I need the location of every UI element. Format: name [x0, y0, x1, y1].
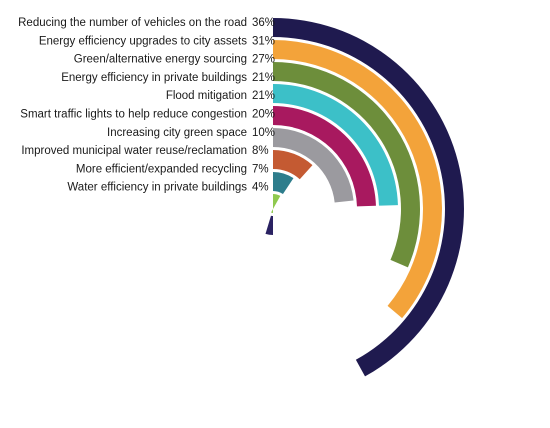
- arc-bar-5: [273, 106, 376, 207]
- value-label-6: 20%: [252, 109, 275, 121]
- category-label-1: Reducing the number of vehicles on the r…: [18, 17, 247, 29]
- category-label-2: Energy efficiency upgrades to city asset…: [39, 35, 247, 47]
- value-label-2: 31%: [252, 35, 275, 47]
- arc-bar-1: [273, 18, 464, 377]
- arc-bar-6: [273, 128, 354, 203]
- category-label-6: Smart traffic lights to help reduce cong…: [20, 109, 247, 121]
- arc-bar-8: [273, 172, 294, 195]
- category-label-8: Improved municipal water reuse/reclamati…: [21, 145, 247, 157]
- arc-bar-7: [273, 150, 313, 180]
- category-label-3: Green/alternative energy sourcing: [74, 54, 247, 66]
- arc-bar-10: [265, 215, 273, 235]
- category-label-4: Energy efficiency in private buildings: [61, 72, 247, 84]
- value-label-3: 27%: [252, 54, 275, 66]
- category-label-5: Flood mitigation: [166, 90, 247, 102]
- value-label-9: 7%: [252, 163, 269, 175]
- value-label-8: 8%: [252, 145, 269, 157]
- value-label-5: 21%: [252, 90, 275, 102]
- arc-bar-9: [271, 194, 281, 213]
- value-label-1: 36%: [252, 17, 275, 29]
- category-label-10: Water efficiency in private buildings: [67, 182, 247, 194]
- value-label-10: 4%: [252, 182, 269, 194]
- category-label-9: More efficient/expanded recycling: [76, 163, 247, 175]
- value-label-4: 21%: [252, 72, 275, 84]
- category-label-7: Increasing city green space: [107, 127, 247, 139]
- arc-bar-4: [273, 84, 398, 206]
- arc-bar-2: [273, 40, 442, 319]
- chart-arcs: [265, 18, 464, 377]
- chart-labels: Reducing the number of vehicles on the r…: [18, 17, 275, 194]
- value-label-7: 10%: [252, 127, 275, 139]
- arc-bar-3: [273, 62, 420, 268]
